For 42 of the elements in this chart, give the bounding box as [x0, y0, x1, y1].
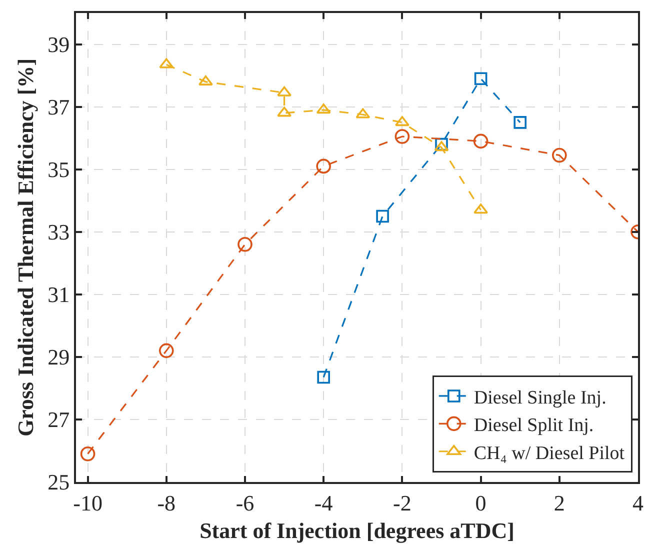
legend-label: Diesel Split Inj. — [474, 415, 594, 436]
point — [376, 210, 389, 223]
point — [552, 148, 567, 163]
y-axis-title: Gross Indicated Thermal Efficiency [%] — [12, 58, 38, 437]
point — [158, 343, 174, 358]
legend-label: Diesel Single Inj. — [474, 387, 606, 408]
x-tick-label: -10 — [73, 490, 102, 516]
x-tick-label: -6 — [236, 490, 254, 516]
y-tick-label: 35 — [48, 157, 70, 182]
point — [198, 75, 213, 86]
point — [316, 104, 331, 114]
y-tick-label: 25 — [48, 470, 70, 495]
x-tick-label: 0 — [475, 490, 486, 516]
point — [435, 138, 448, 151]
point — [514, 116, 526, 129]
point — [394, 116, 410, 126]
point — [277, 106, 292, 117]
x-tick-label: -2 — [393, 490, 412, 516]
y-tick-label: 31 — [48, 282, 70, 308]
point — [159, 58, 174, 68]
point — [474, 204, 488, 214]
y-tick-label: 37 — [48, 94, 70, 120]
y-tick-label: 27 — [48, 407, 70, 432]
point — [434, 141, 449, 152]
y-tick-label: 29 — [48, 344, 70, 370]
point — [473, 134, 488, 149]
point — [474, 72, 488, 86]
point — [316, 158, 331, 174]
x-tick-label: -4 — [314, 490, 333, 516]
x-axis-title: Start of Injection [degrees aTDC] — [200, 518, 514, 543]
y-tick-label: 33 — [48, 220, 70, 245]
point — [356, 108, 370, 118]
y-tick-label: 39 — [48, 32, 70, 57]
point — [238, 236, 252, 252]
point — [80, 446, 96, 462]
point — [277, 86, 292, 96]
legend-label: CH₄ w/ Diesel Pilot — [474, 442, 626, 464]
point — [394, 129, 410, 144]
x-tick-label: 2 — [554, 490, 565, 516]
point — [317, 370, 330, 384]
x-tick-label: -8 — [157, 490, 176, 516]
x-tick-label: 4 — [632, 490, 644, 516]
